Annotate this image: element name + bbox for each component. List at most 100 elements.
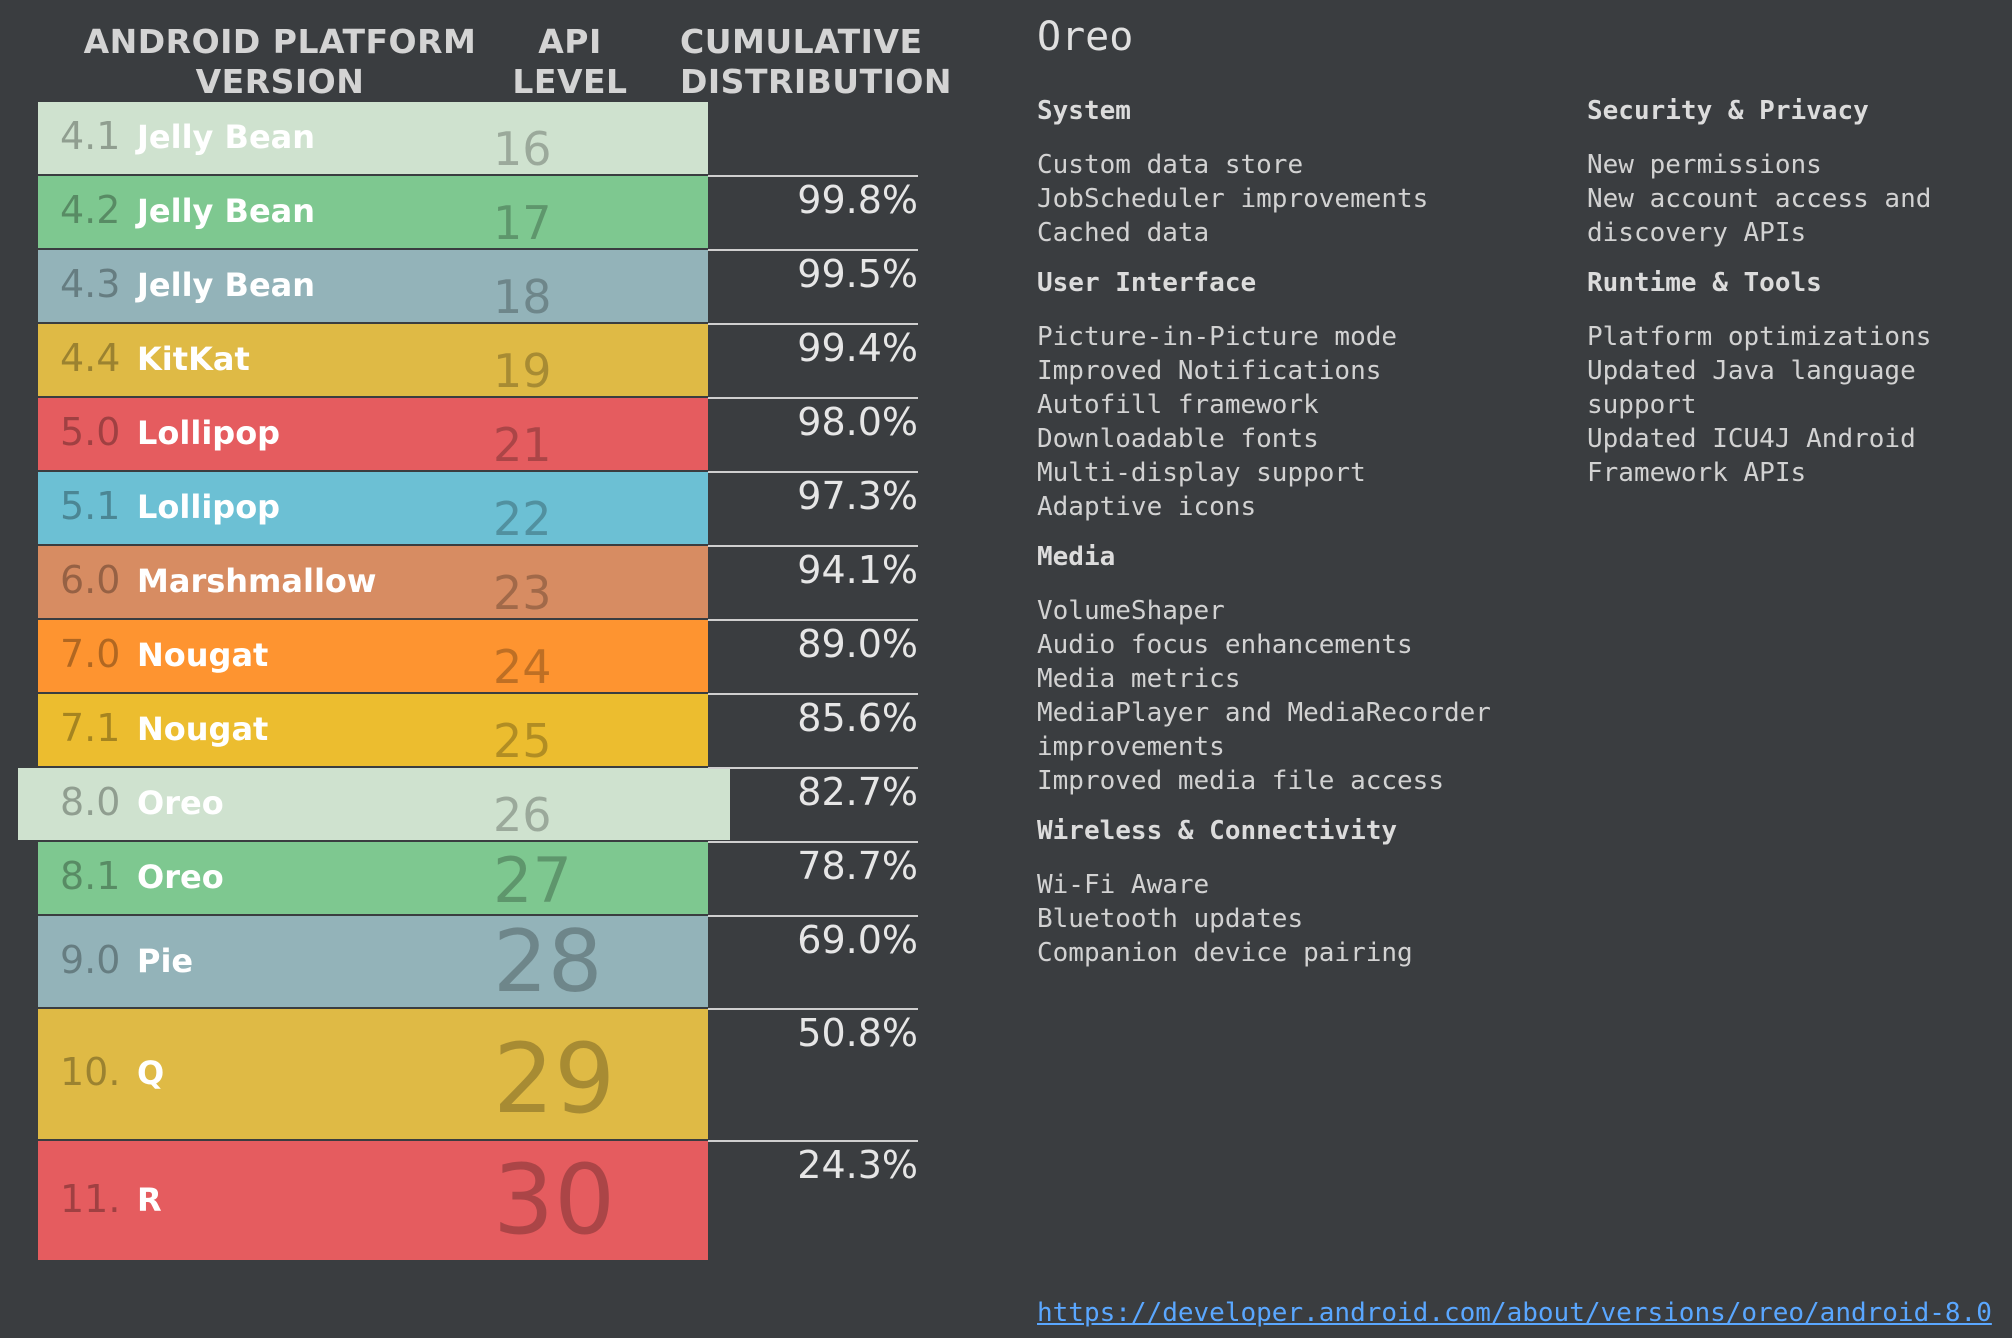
- version-name: Oreo: [137, 784, 224, 822]
- feature-item: VolumeShaper: [1037, 596, 1225, 626]
- cumulative-value: 50.8%: [797, 1011, 918, 1055]
- feature-item: Improved Notifications: [1037, 356, 1382, 386]
- version-row[interactable]: 4.2 Jelly Bean 17: [38, 176, 708, 248]
- version-number: 8.0: [60, 780, 121, 824]
- api-level: 22: [493, 492, 552, 546]
- version-row[interactable]: 5.1 Lollipop 22: [38, 472, 708, 544]
- version-name: Oreo: [137, 858, 224, 896]
- cumulative-divider: [708, 693, 918, 695]
- cumulative-value: 24.3%: [797, 1143, 918, 1187]
- version-row[interactable]: 11. R 30: [38, 1141, 708, 1260]
- feature-item: Companion device pairing: [1037, 938, 1413, 968]
- cumulative-divider: [708, 471, 918, 473]
- api-level: 21: [493, 418, 552, 472]
- version-name: Jelly Bean: [137, 266, 316, 304]
- version-row[interactable]: 9.0 Pie 28: [38, 916, 708, 1007]
- detail-title: Oreo: [1037, 14, 1134, 60]
- version-number: 5.0: [60, 410, 121, 454]
- section-title: Media: [1037, 542, 1116, 572]
- version-row[interactable]: 4.4 KitKat 19: [38, 324, 708, 396]
- cumulative-value: 94.1%: [797, 548, 918, 592]
- version-number: 9.0: [60, 937, 121, 982]
- api-level: 19: [493, 344, 552, 398]
- cumulative-value: 97.3%: [797, 474, 918, 518]
- api-level: 18: [493, 270, 552, 324]
- feature-item: Cached data: [1037, 218, 1210, 248]
- section-items: Picture-in-Picture mode Improved Notifica…: [1037, 320, 1517, 524]
- cumulative-divider: [708, 323, 918, 325]
- version-row[interactable]: 4.1 Jelly Bean 16: [38, 102, 708, 174]
- version-name: Q: [137, 1054, 165, 1092]
- cumulative-value: 89.0%: [797, 622, 918, 666]
- section-items: New permissions New account access and dis…: [1587, 148, 2012, 250]
- version-row[interactable]: 10. Q 29: [38, 1009, 708, 1139]
- api-level: 25: [493, 714, 552, 768]
- version-number: 4.3: [60, 262, 121, 306]
- cumulative-value: 69.0%: [797, 918, 918, 962]
- version-row[interactable]: 5.0 Lollipop 21: [38, 398, 708, 470]
- feature-item: Improved media file access: [1037, 766, 1444, 796]
- feature-item: Autofill framework: [1037, 390, 1319, 420]
- feature-item: Multi-display support: [1037, 458, 1366, 488]
- version-number: 5.1: [60, 484, 121, 528]
- feature-item: Audio focus enhancements: [1037, 630, 1413, 660]
- header-api-level: API LEVEL: [512, 22, 628, 101]
- cumulative-divider: [708, 767, 918, 769]
- feature-item: Framework APIs: [1587, 458, 1807, 488]
- section-items: Custom data store JobScheduler improvemen…: [1037, 148, 1517, 250]
- feature-item: Updated Java language: [1587, 356, 1916, 386]
- feature-item: MediaPlayer and MediaRecorder: [1037, 698, 1491, 728]
- version-name: Marshmallow: [137, 562, 377, 600]
- version-name: Jelly Bean: [137, 192, 316, 230]
- feature-item: New permissions: [1587, 150, 1822, 180]
- cumulative-value: 99.8%: [797, 178, 918, 222]
- version-name: Lollipop: [137, 488, 281, 526]
- feature-item: Updated ICU4J Android: [1587, 424, 1916, 454]
- section-items: Wi-Fi Aware Bluetooth updates Companion de…: [1037, 868, 1517, 970]
- feature-item: Adaptive icons: [1037, 492, 1257, 522]
- cumulative-value: 78.7%: [797, 844, 918, 888]
- section-title: Runtime & Tools: [1587, 268, 1822, 298]
- feature-item: Custom data store: [1037, 150, 1304, 180]
- version-row[interactable]: 8.0 Oreo 26: [18, 768, 730, 840]
- version-name: Nougat: [137, 636, 269, 674]
- version-row[interactable]: 4.3 Jelly Bean 18: [38, 250, 708, 322]
- version-number: 7.1: [60, 706, 121, 750]
- api-level: 17: [493, 196, 552, 250]
- feature-item: support: [1587, 390, 1697, 420]
- features-right-column: Security & Privacy New permissions New acc…: [1587, 94, 2012, 506]
- docs-link[interactable]: https://developer.android.com/about/vers…: [1037, 1298, 1992, 1328]
- feature-item: Downloadable fonts: [1037, 424, 1319, 454]
- api-level: 27: [493, 844, 572, 917]
- features-left-column: System Custom data store JobScheduler impr…: [1037, 94, 1517, 986]
- version-row[interactable]: 8.1 Oreo 27: [38, 842, 708, 914]
- version-name: Jelly Bean: [137, 118, 316, 156]
- feature-item: New account access and: [1587, 184, 1932, 214]
- api-level: 30: [493, 1144, 616, 1256]
- section-items: VolumeShaper Audio focus enhancements Medi…: [1037, 594, 1517, 798]
- version-number: 6.0: [60, 558, 121, 602]
- version-row[interactable]: 7.1 Nougat 25: [38, 694, 708, 766]
- cumulative-divider: [708, 545, 918, 547]
- version-row[interactable]: 7.0 Nougat 24: [38, 620, 708, 692]
- feature-item: Wi-Fi Aware: [1037, 870, 1210, 900]
- feature-item: Bluetooth updates: [1037, 904, 1304, 934]
- feature-item: JobScheduler improvements: [1037, 184, 1429, 214]
- cumulative-divider: [708, 619, 918, 621]
- cumulative-divider: [708, 175, 918, 177]
- cumulative-value: 99.4%: [797, 326, 918, 370]
- cumulative-value: 82.7%: [797, 770, 918, 814]
- section-title: Wireless & Connectivity: [1037, 816, 1398, 846]
- version-number: 8.1: [60, 854, 121, 898]
- section-title: User Interface: [1037, 268, 1257, 298]
- header-cumulative-distribution: CUMULATIVE DISTRIBUTION: [680, 22, 953, 101]
- version-row[interactable]: 6.0 Marshmallow 23: [38, 546, 708, 618]
- version-number: 4.1: [60, 114, 121, 158]
- cumulative-value: 98.0%: [797, 400, 918, 444]
- api-level: 16: [493, 122, 552, 176]
- version-number: 10.: [60, 1050, 121, 1094]
- feature-item: Platform optimizations: [1587, 322, 1932, 352]
- feature-item: discovery APIs: [1587, 218, 1807, 248]
- cumulative-divider: [708, 397, 918, 399]
- feature-item: improvements: [1037, 732, 1225, 762]
